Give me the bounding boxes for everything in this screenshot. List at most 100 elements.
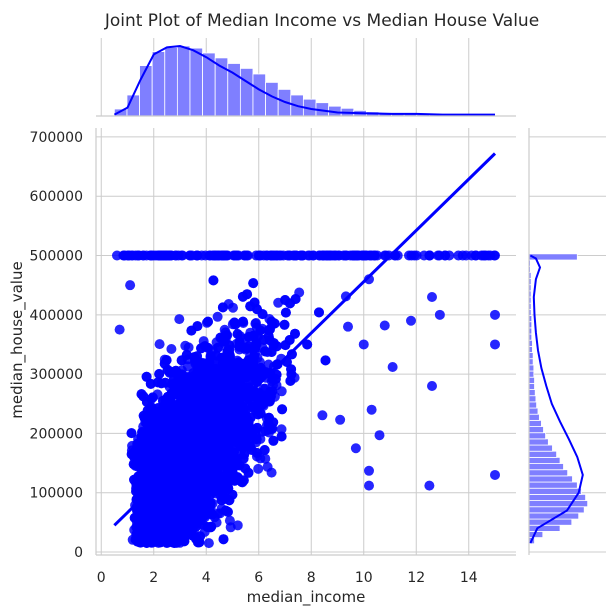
right-hist-bar	[528, 389, 536, 397]
x-tick-label: 10	[355, 570, 373, 586]
scatter-points	[112, 250, 500, 549]
top-hist-bar	[252, 73, 266, 117]
y-tick-label: 0	[74, 545, 83, 561]
y-tick-label: 600000	[30, 189, 83, 205]
right-hist-bar	[528, 413, 540, 421]
top-hist-bar	[189, 47, 203, 117]
scatter-point	[266, 316, 277, 327]
right-hist-bar	[528, 370, 535, 378]
right-hist-bar	[528, 358, 534, 366]
scatter-point	[154, 369, 165, 379]
x-tick-label: 8	[307, 570, 316, 586]
scatter-point	[280, 307, 291, 318]
scatter-point	[181, 349, 192, 360]
x-tick-label: 6	[254, 570, 263, 586]
scatter-point	[234, 336, 245, 347]
scatter-point	[317, 410, 328, 421]
scatter-point	[218, 534, 229, 545]
scatter-point	[259, 397, 270, 408]
x-tick-label: 0	[97, 570, 106, 586]
scatter-point	[210, 447, 221, 458]
right-marginal-histogram	[528, 128, 606, 555]
right-hist-bar	[528, 469, 569, 477]
right-hist-bar	[528, 376, 535, 384]
scatter-point	[302, 339, 313, 350]
right-hist-bar	[528, 364, 535, 372]
x-tick-label: 12	[407, 570, 425, 586]
top-hist-bar	[239, 68, 254, 117]
right-hist-bar	[528, 419, 542, 427]
right-hist-bar	[528, 444, 553, 452]
scatter-point	[268, 435, 279, 446]
right-hist-bar	[528, 524, 561, 532]
scatter-point	[279, 319, 290, 330]
scatter-point	[152, 377, 163, 388]
scatter-point	[320, 355, 331, 366]
top-marginal-histogram	[96, 38, 516, 117]
x-tick-label: 14	[460, 570, 478, 586]
right-hist-bar	[528, 475, 573, 483]
scatter-point	[217, 302, 228, 313]
top-hist-bar	[176, 45, 191, 117]
scatter-point	[286, 364, 297, 375]
scatter-point	[314, 307, 324, 318]
scatter-point	[223, 453, 234, 464]
scatter-point	[243, 332, 254, 342]
scatter-point	[340, 291, 351, 302]
scatter-point	[285, 375, 296, 386]
scatter-point	[199, 358, 210, 369]
scatter-point	[138, 391, 149, 402]
right-hist-bar	[528, 481, 578, 489]
scatter-point	[248, 278, 259, 289]
y-tick-label: 200000	[30, 426, 83, 442]
top-kde-curve	[113, 44, 495, 116]
scatter-point	[290, 294, 301, 304]
scatter-point	[237, 291, 248, 302]
scatter-point	[280, 295, 291, 305]
scatter-point	[264, 412, 274, 423]
y-tick-label: 400000	[30, 308, 83, 324]
scatter-point	[232, 434, 243, 445]
top-hist-bar	[139, 65, 153, 117]
y-tick-label: 500000	[30, 249, 83, 265]
right-hist-bar	[528, 401, 537, 409]
scatter-point	[243, 467, 254, 478]
right-hist-bar	[528, 382, 535, 390]
scatter-point	[241, 372, 252, 383]
scatter-point	[263, 325, 274, 336]
x-tick-label: 2	[149, 570, 158, 586]
right-hist-bar	[528, 456, 561, 464]
scatter-point	[137, 427, 148, 437]
scatter-point	[162, 364, 173, 375]
scatter-point	[217, 491, 228, 502]
right-hist-bar	[528, 432, 546, 440]
scatter-point	[186, 325, 197, 336]
right-hist-bar	[528, 487, 582, 495]
y-tick-label: 100000	[30, 486, 83, 502]
scatter-point	[253, 463, 264, 474]
right-hist-bar	[528, 500, 589, 508]
y-tick-label: 300000	[30, 367, 83, 383]
scatter-point	[212, 311, 223, 322]
scatter-point	[230, 319, 241, 330]
scatter-point	[183, 342, 194, 353]
scatter-point	[259, 445, 270, 455]
scatter-point	[262, 461, 273, 472]
scatter-point	[126, 428, 137, 439]
scatter-point	[213, 342, 223, 353]
top-hist-bar	[164, 47, 178, 117]
right-hist-bar	[528, 463, 564, 471]
right-hist-bar	[528, 407, 539, 415]
y-tick-label: 700000	[30, 130, 83, 146]
scatter-point	[196, 343, 207, 354]
scatter-point	[141, 371, 152, 382]
scatter-point	[166, 344, 177, 354]
right-hist-bar	[528, 438, 549, 446]
scatter-point	[154, 339, 165, 350]
scatter-point	[232, 329, 243, 339]
scatter-point	[260, 453, 271, 464]
right-hist-bar	[528, 450, 558, 458]
main-scatter-plot: 0 2 4 6 8 10 12 1401000002000003000004000005000…	[30, 128, 516, 586]
scatter-point	[276, 424, 287, 435]
